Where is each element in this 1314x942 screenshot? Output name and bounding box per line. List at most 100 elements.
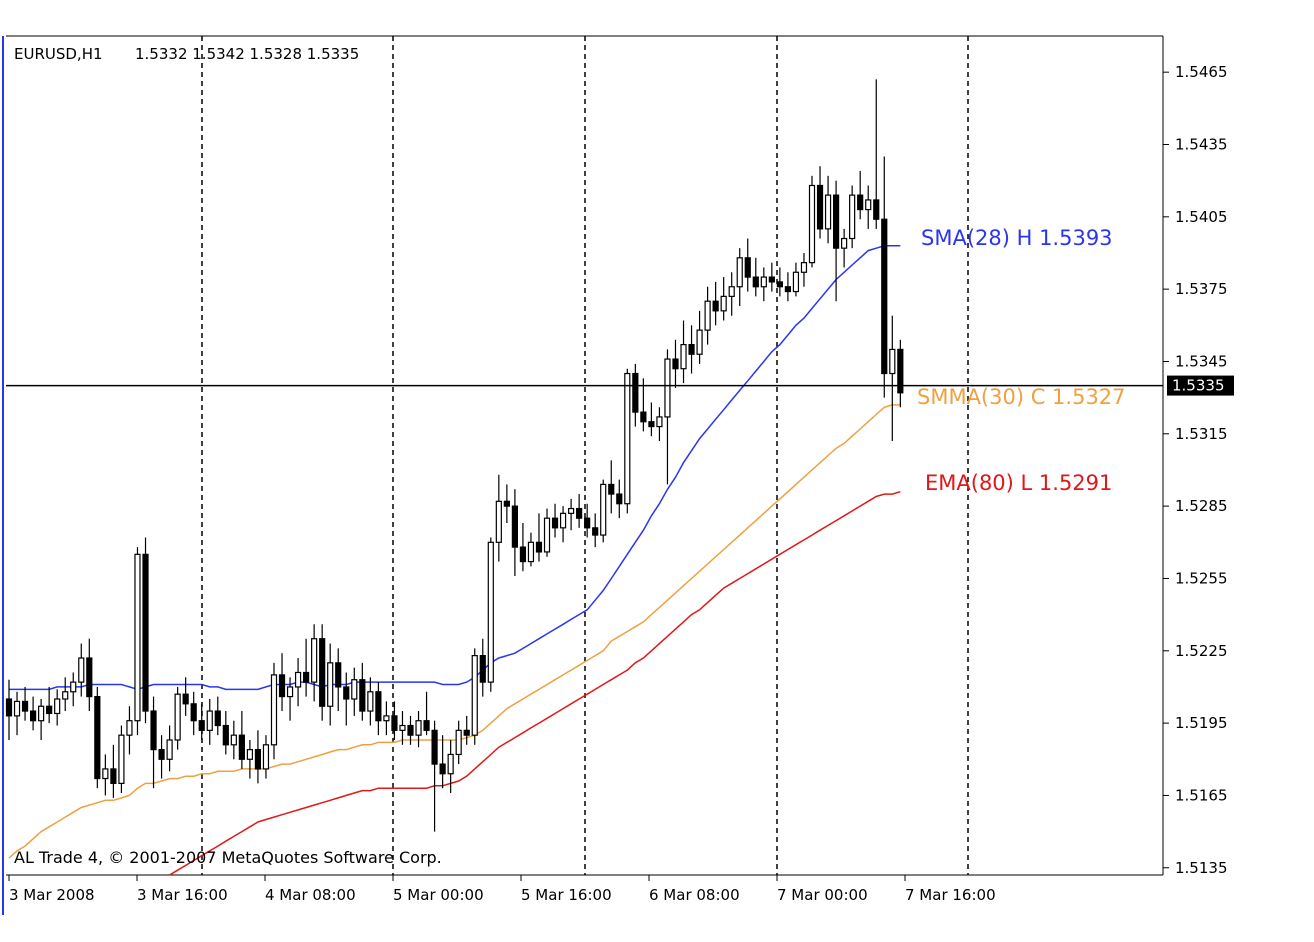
candle-body-bearish [391, 715, 398, 731]
candle-body-bearish [632, 372, 639, 413]
candle-body-bullish [624, 372, 631, 505]
x-tick-label: 5 Mar 00:00 [393, 886, 484, 904]
y-tick-label: 1.5345 [1175, 352, 1228, 370]
x-tick-label: 5 Mar 16:00 [521, 886, 612, 904]
candle-body-bearish [158, 749, 165, 760]
candle-body-bullish [174, 693, 181, 741]
candle-body-bearish [608, 483, 615, 495]
candle-body-bearish [881, 218, 888, 375]
candle-body-bullish [455, 729, 462, 756]
candle-body-bearish [551, 517, 559, 529]
candle-body-bearish [343, 686, 350, 700]
candle-body-bearish [238, 734, 245, 760]
candle-body-bearish [94, 695, 101, 780]
candle-body-bullish [78, 657, 85, 683]
candle-body-bullish [246, 749, 253, 760]
candle-body-bearish [463, 729, 470, 736]
x-tick-label: 3 Mar 2008 [9, 886, 95, 904]
candle-body-bullish [38, 705, 45, 722]
grid-layer: 3 Mar 2008 3 Mar 16:00 4 Mar 08:00 5 Mar 00… [2, 35, 1228, 915]
candle-body-bullish [399, 724, 406, 731]
candle-body-bullish [286, 686, 294, 698]
chart-header-symbol: EURUSD,H1 [14, 45, 103, 63]
candle-body-bullish [680, 343, 687, 370]
candle-body-bearish [319, 638, 326, 707]
candle-body-bullish [102, 768, 109, 780]
candle-body-bullish [495, 500, 502, 543]
candle-body-bearish [592, 527, 599, 536]
candle-body-bullish [367, 691, 374, 712]
y-tick-label: 1.5285 [1175, 497, 1228, 515]
sma-label: SMA(28) H 1.5393 [921, 226, 1113, 250]
candle-body-bullish [760, 276, 767, 288]
candle-body-bullish [134, 553, 141, 722]
candle-body-bullish [206, 710, 213, 731]
candle-body-bearish [86, 657, 93, 698]
current-price-badge [1167, 375, 1234, 396]
x-tick-label: 7 Mar 16:00 [905, 886, 996, 904]
candle-body-bullish [792, 271, 800, 293]
candle-body-bearish [503, 500, 510, 507]
candle-body-bearish [29, 710, 37, 722]
candle-body-bearish [375, 691, 382, 722]
chart-footer-copyright: AL Trade 4, © 2001-2007 MetaQuotes Softw… [14, 848, 442, 867]
candle-body-bullish [13, 700, 21, 717]
candle-body-bullish [383, 715, 390, 722]
candle-body-bearish [214, 710, 221, 727]
candle-body-bearish [431, 729, 438, 765]
candle-body-bearish [897, 348, 904, 394]
candle-body-bearish [688, 343, 695, 355]
candle-body-bullish [230, 734, 237, 746]
candle-body-bullish [487, 541, 494, 683]
candle-body-bearish [511, 505, 518, 548]
candle-body-bearish [182, 693, 189, 705]
candle-body-bullish [656, 416, 663, 428]
candle-body-bearish [190, 703, 197, 722]
candle-body-bearish [278, 674, 286, 698]
candle-body-bearish [672, 358, 679, 370]
candle-body-bearish [407, 724, 414, 736]
candle-body-bearish [150, 710, 157, 751]
current-price-label: 1.5335 [1172, 377, 1225, 395]
candle-body-bearish [479, 655, 486, 683]
candle-body-bearish [752, 276, 759, 288]
moving-averages-layer [8, 245, 901, 876]
candle-body-bearish [110, 768, 117, 784]
candle-body-bullish [262, 744, 270, 770]
candle-body-bearish [254, 749, 262, 770]
candle-body-bullish [294, 671, 302, 688]
candle-body-bullish [447, 753, 454, 775]
y-tick-label: 1.5165 [1175, 786, 1228, 804]
candle-body-bullish [824, 194, 832, 230]
candle-body-bearish [519, 546, 527, 563]
candle-body-bearish [648, 421, 655, 428]
y-tick-label: 1.5315 [1175, 425, 1228, 443]
candle-body-bearish [439, 763, 446, 775]
candle-body-bearish [873, 199, 880, 220]
candle-body-bullish [471, 655, 478, 736]
candle-body-bullish [543, 517, 551, 553]
candle-body-bearish [744, 257, 751, 278]
candle-body-bullish [118, 734, 125, 784]
candles-layer [5, 79, 904, 832]
candle-body-bearish [46, 705, 53, 715]
candle-body-bullish [54, 698, 61, 715]
y-tick-label: 1.5435 [1175, 135, 1228, 153]
candle-body-bullish [720, 295, 727, 312]
y-tick-label: 1.5375 [1175, 280, 1228, 298]
candle-body-bearish [423, 720, 430, 731]
candle-body-bearish [776, 281, 783, 288]
smma-line [8, 404, 901, 859]
candle-body-bullish [415, 720, 422, 736]
sma-line [9, 245, 901, 691]
candle-body-bearish [832, 194, 840, 249]
candle-body-bearish [359, 679, 366, 712]
y-tick-label: 1.5255 [1175, 569, 1228, 587]
candle-body-bullish [704, 300, 711, 331]
candle-body-bullish [70, 681, 77, 693]
y-tick-label: 1.5225 [1175, 642, 1228, 660]
ema-line [169, 490, 901, 876]
candle-body-bearish [768, 276, 775, 283]
candle-body-bullish [311, 638, 318, 683]
